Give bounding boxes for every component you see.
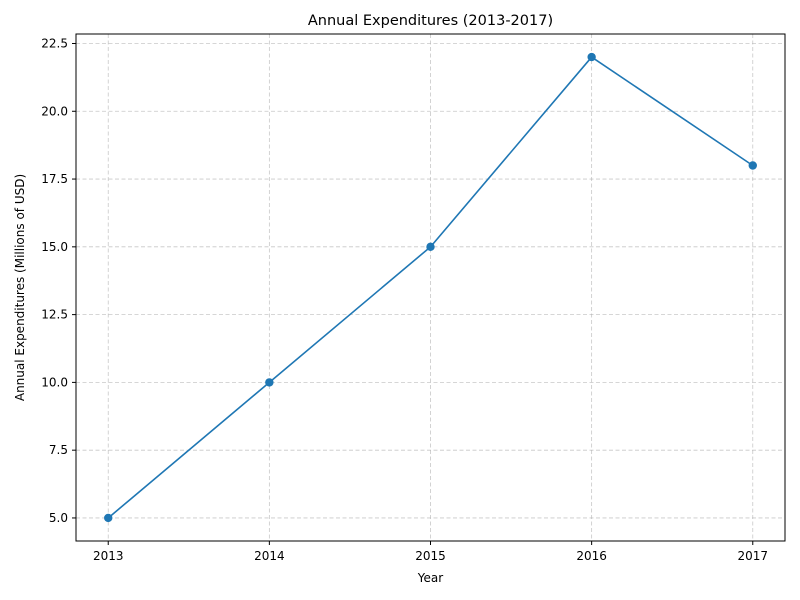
y-tick-label: 7.5 [49, 443, 68, 457]
data-point [587, 52, 596, 62]
y-tick-label: 12.5 [41, 308, 68, 322]
y-tick-label: 22.5 [41, 36, 68, 50]
data-point [104, 513, 113, 523]
y-tick-label: 5.0 [49, 511, 68, 525]
series-layer [104, 52, 757, 523]
x-tick-label: 2013 [93, 549, 124, 563]
y-axis-label: Annual Expenditures (Millions of USD) [13, 174, 27, 401]
x-tick-label: 2014 [254, 549, 285, 563]
y-axis-ticks: 5.0 7.5 10.0 12.5 15.0 17.5 20.0 22.5 [41, 36, 76, 525]
y-tick-label: 10.0 [41, 375, 68, 389]
data-point [748, 161, 757, 170]
x-axis-label: Year [417, 571, 443, 585]
y-tick-label: 17.5 [41, 172, 68, 186]
x-tick-label: 2015 [415, 549, 446, 563]
chart-title: Annual Expenditures (2013-2017) [308, 13, 553, 29]
data-point [426, 242, 435, 252]
x-tick-label: 2016 [576, 549, 607, 563]
y-tick-label: 15.0 [41, 240, 68, 254]
grid [76, 34, 785, 541]
x-tick-label: 2017 [737, 549, 768, 563]
x-axis-ticks: 2013 2014 2015 2016 2017 [93, 541, 768, 563]
y-tick-label: 20.0 [41, 104, 68, 118]
data-point [265, 378, 274, 387]
